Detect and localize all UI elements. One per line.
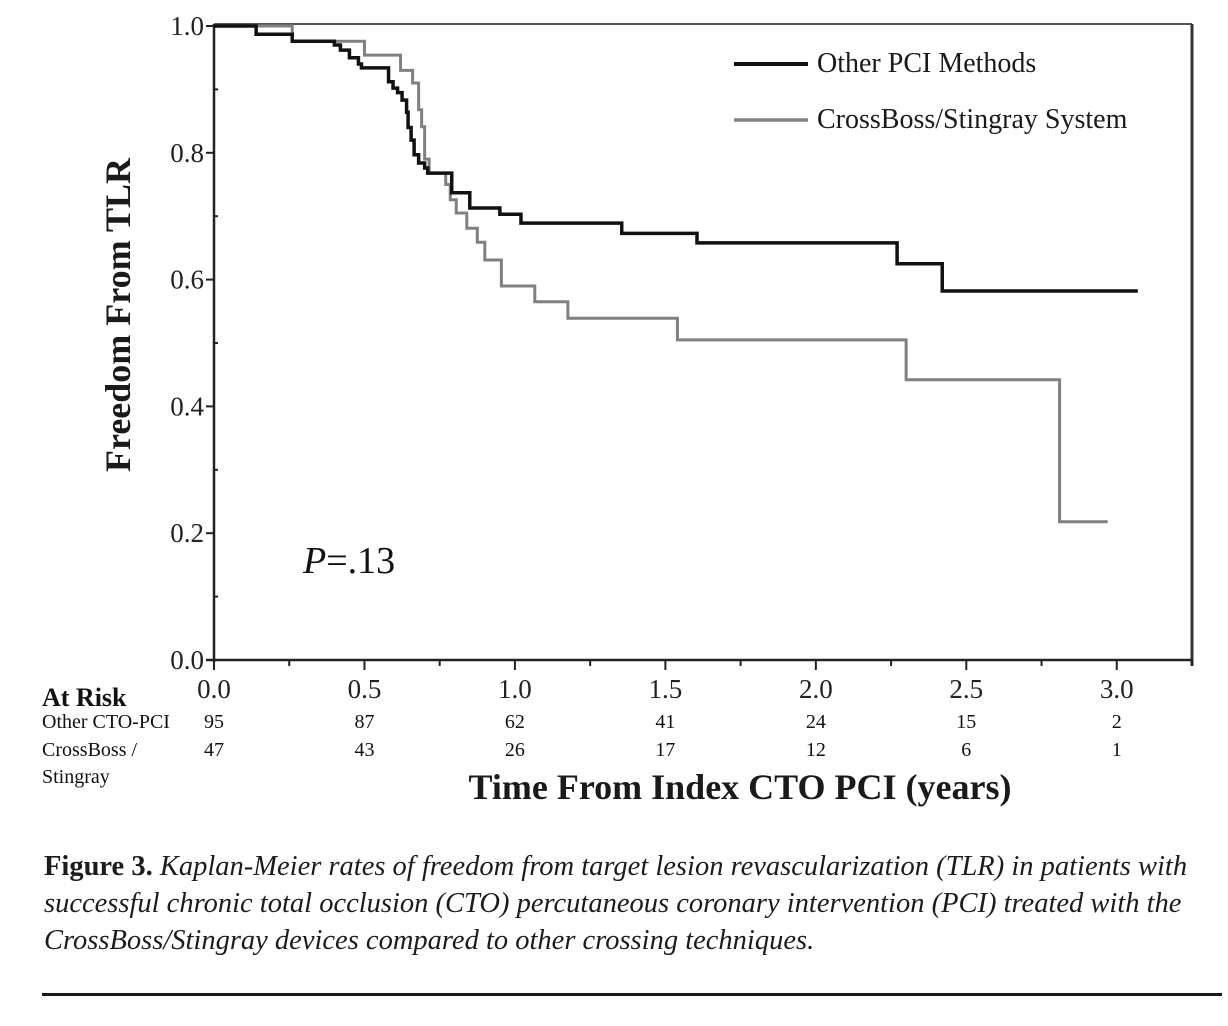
y-axis-title: Freedom From TLR — [98, 157, 138, 472]
x-tick-label: 2.5 — [949, 674, 983, 704]
x-tick-label: 0.5 — [348, 674, 382, 704]
y-tick-label: 1.0 — [170, 11, 204, 41]
x-tick-label: 1.5 — [649, 674, 683, 704]
x-tick-label: 0.0 — [197, 674, 231, 704]
divider-rule — [42, 993, 1222, 996]
at-risk-count: 95 — [204, 711, 224, 733]
survival-curve-crossboss-stingray — [214, 24, 1108, 524]
figure-caption-text: Kaplan-Meier rates of freedom from targe… — [44, 851, 1188, 956]
at-risk-heading: At Risk — [42, 683, 127, 712]
at-risk-count: 41 — [655, 711, 675, 733]
km-chart: 0.0 0.2 0.4 0.6 0.8 1.0 0.0 0.5 1.0 1.5 2.0 2.5 3.0… — [42, 11, 1194, 807]
y-axis: 0.0 0.2 0.4 0.6 0.8 1.0 — [170, 11, 218, 675]
at-risk-count: 47 — [204, 739, 224, 761]
at-risk-row-label: Other CTO-PCI — [42, 711, 170, 733]
legend: Other PCI Methods CrossBoss/Stingray Syst… — [734, 48, 1128, 135]
x-tick-label: 3.0 — [1100, 674, 1134, 704]
x-axis-title: Time From Index CTO PCI (years) — [469, 767, 1012, 807]
at-risk-count: 62 — [505, 711, 525, 733]
y-tick-label: 0.2 — [170, 518, 204, 548]
p-label: P — [302, 540, 326, 582]
survival-curves — [214, 24, 1138, 524]
x-axis: 0.0 0.5 1.0 1.5 2.0 2.5 3.0 — [197, 660, 1193, 704]
figure-caption: Figure 3. Kaplan-Meier rates of freedom … — [44, 848, 1214, 959]
at-risk-count: 24 — [806, 711, 826, 733]
at-risk-row-label-line2: Stingray — [42, 766, 110, 788]
at-risk-count: 6 — [961, 739, 971, 761]
legend-label: Other PCI Methods — [817, 48, 1036, 79]
at-risk-count: 26 — [505, 739, 525, 761]
x-tick-label: 2.0 — [799, 674, 833, 704]
at-risk-count: 1 — [1112, 739, 1122, 761]
at-risk-count: 15 — [956, 711, 976, 733]
at-risk-count: 12 — [806, 739, 826, 761]
at-risk-row-label: CrossBoss / — [42, 739, 137, 761]
at-risk-count: 17 — [655, 739, 675, 761]
y-tick-label: 0.4 — [170, 391, 204, 421]
p-value: =.13 — [326, 540, 395, 582]
figure-label: Figure 3. — [44, 851, 153, 882]
y-tick-label: 0.0 — [170, 645, 204, 675]
at-risk-count: 43 — [354, 739, 374, 761]
y-tick-label: 0.6 — [170, 265, 204, 295]
legend-label: CrossBoss/Stingray System — [817, 104, 1128, 135]
survival-curve-other-pci — [214, 24, 1138, 293]
x-tick-label: 1.0 — [498, 674, 532, 704]
at-risk-count: 2 — [1112, 711, 1122, 733]
p-value-annotation: P=.13 — [302, 540, 395, 582]
y-tick-label: 0.8 — [170, 138, 204, 168]
at-risk-count: 87 — [354, 711, 374, 733]
